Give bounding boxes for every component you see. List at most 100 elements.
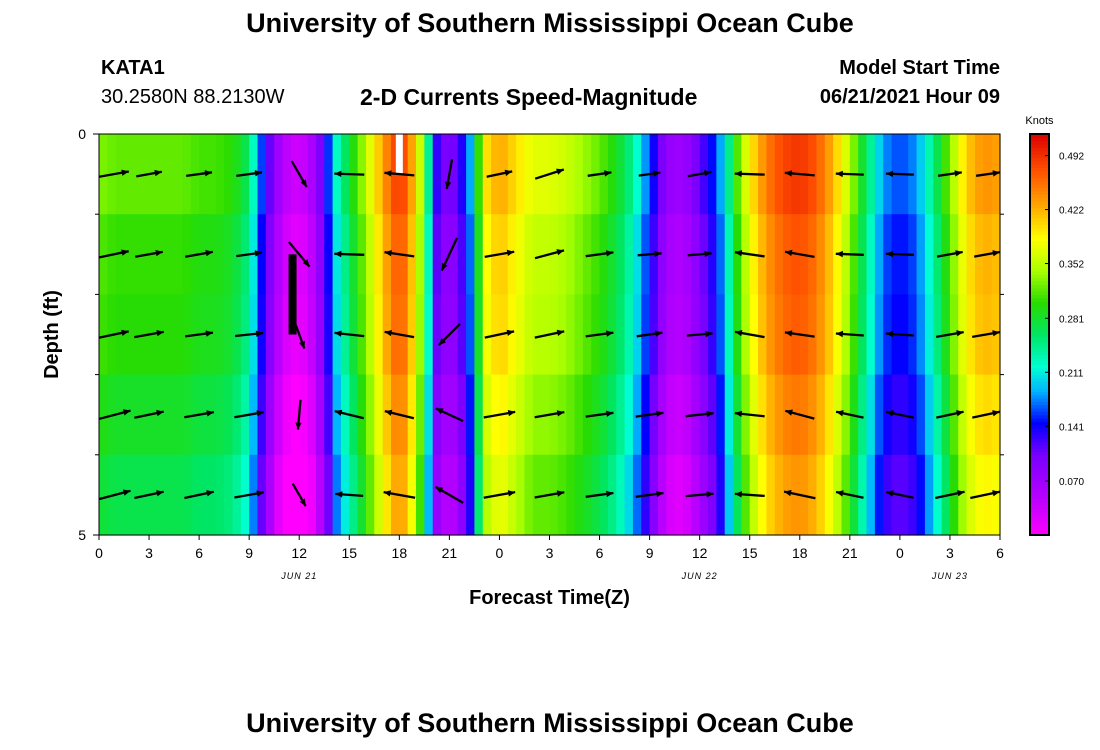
heatmap-cell: [132, 134, 142, 215]
colorbar-segment: [1030, 164, 1049, 169]
heatmap-cell: [215, 134, 225, 215]
current-vector: [783, 489, 816, 500]
colorbar-segment: [1030, 197, 1049, 202]
heatmap-cell: [716, 134, 726, 215]
heatmap-cell: [132, 294, 142, 376]
heatmap-cell: [924, 134, 934, 215]
colorbar-tick-label: 0.211: [1059, 368, 1084, 379]
heatmap-cell: [374, 294, 384, 376]
heatmap-cell: [883, 374, 893, 456]
colorbar-segment: [1030, 494, 1049, 499]
colorbar-tick-label: 0.352: [1059, 260, 1084, 271]
heatmap-cell: [624, 374, 634, 456]
heatmap-cell: [524, 294, 534, 376]
heatmap-cell: [783, 454, 793, 536]
colorbar-segment: [1030, 237, 1049, 242]
current-vector: [685, 491, 714, 498]
heatmap-cell: [874, 454, 884, 536]
vector-head: [785, 409, 793, 416]
heatmap-cell: [858, 374, 868, 456]
colorbar-segment: [1030, 531, 1049, 536]
current-vector: [835, 170, 864, 178]
colorbar-segment: [1030, 321, 1049, 326]
x-tick-label: 18: [392, 545, 408, 561]
heatmap-cell: [766, 134, 776, 215]
current-vector: [484, 329, 515, 339]
heatmap-cell: [833, 454, 843, 536]
heatmap-cell: [566, 294, 576, 376]
vector-head: [205, 249, 213, 257]
heatmap-cell: [549, 214, 559, 295]
vector-head: [656, 410, 664, 417]
heatmap-cell: [99, 294, 108, 376]
heatmap-cell: [441, 454, 450, 536]
current-vector: [334, 250, 365, 258]
vector-head: [435, 486, 444, 494]
colorbar-segment: [1030, 361, 1049, 366]
x-tick-label: 0: [95, 545, 103, 561]
heatmap-cell: [916, 134, 926, 215]
heatmap-cell: [165, 214, 175, 295]
heatmap-cell: [549, 294, 559, 376]
heatmap-cell: [908, 454, 918, 536]
current-vector: [970, 490, 1000, 500]
vector-head: [606, 490, 614, 498]
vector-head: [654, 250, 662, 258]
current-vector: [687, 170, 712, 178]
heatmap-cell: [866, 374, 876, 456]
heatmap-cell: [783, 294, 793, 376]
current-vector: [434, 485, 464, 504]
heatmap-cell: [174, 214, 184, 295]
colorbar-segment: [1030, 524, 1049, 529]
heatmap-cell: [666, 134, 676, 215]
heatmap-cell: [607, 454, 617, 536]
current-vector: [636, 330, 663, 338]
heatmap-cell: [124, 214, 133, 295]
heatmap-cell: [115, 294, 125, 376]
heatmap-cell: [99, 454, 108, 536]
current-vector: [937, 170, 962, 177]
current-vector: [534, 410, 565, 419]
vector-head: [556, 490, 565, 497]
colorbar-segment: [1030, 297, 1049, 302]
heatmap-cell: [274, 374, 284, 456]
heatmap-cell: [524, 374, 534, 456]
heatmap-cell: [574, 134, 584, 215]
current-vector: [973, 250, 1001, 258]
heatmap-cell: [315, 374, 325, 456]
heatmap-cell: [991, 214, 1001, 295]
heatmap-cell: [874, 214, 884, 295]
current-vector: [635, 490, 664, 498]
current-vector: [186, 170, 213, 178]
colorbar-segment: [1030, 260, 1049, 265]
heatmap-cell: [299, 134, 309, 215]
heatmap-cell: [374, 134, 384, 215]
heatmap-cell: [924, 374, 934, 456]
heatmap-cell: [632, 294, 642, 376]
current-vector: [936, 330, 964, 339]
heatmap-cell: [516, 454, 526, 536]
heatmap-cell: [657, 134, 667, 215]
heatmap-cell: [466, 294, 476, 376]
current-vector: [234, 490, 265, 499]
vector-head: [992, 170, 1000, 177]
vector-head: [334, 409, 343, 416]
heatmap-cell: [507, 454, 517, 536]
current-vector: [534, 490, 565, 499]
heatmap-cell: [582, 294, 592, 376]
heatmap-cell: [933, 374, 943, 456]
heatmap-cell: [207, 454, 217, 536]
heatmap-cell: [207, 294, 217, 376]
current-vector: [444, 159, 454, 190]
heatmap-cell: [682, 214, 692, 295]
heatmap-cell: [457, 294, 467, 376]
vector-head: [556, 410, 565, 417]
heatmap-cell: [524, 134, 534, 215]
heatmap-cell: [674, 454, 684, 536]
heatmap-cell: [766, 214, 776, 295]
colorbar-segment: [1030, 264, 1049, 269]
heatmap-cell: [482, 214, 492, 295]
heatmap-cell: [307, 294, 317, 376]
colorbar-segment: [1030, 421, 1049, 426]
heatmap-cell: [682, 134, 692, 215]
